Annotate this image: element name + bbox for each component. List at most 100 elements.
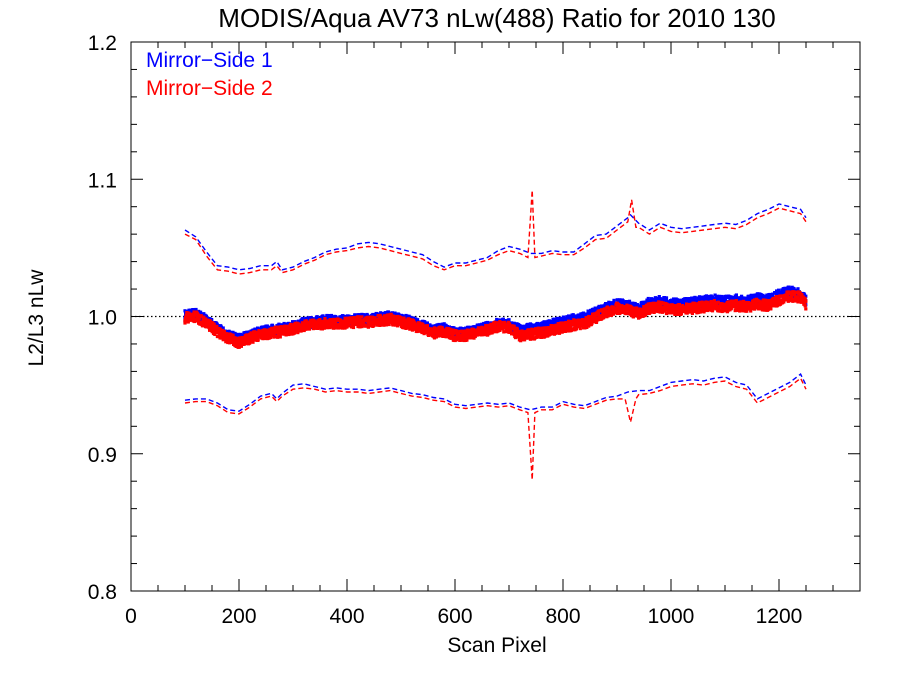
- mirror-side-2-data-point: [314, 323, 319, 327]
- mirror-side-1-data-point: [416, 318, 420, 322]
- mirror-side-2-data-point: [311, 318, 315, 322]
- mirror-side-1-data-point: [432, 324, 436, 328]
- mirror-side-1-data-point: [296, 319, 300, 323]
- mirror-side-2-data-point: [215, 324, 219, 328]
- mirror-side-2-data-point: [217, 331, 221, 335]
- mirror-side-2-data-point: [375, 317, 380, 321]
- mirror-side-2-data-point: [502, 320, 507, 324]
- mirror-side-2-data-point: [230, 337, 234, 341]
- mirror-side-2-data-point: [480, 333, 484, 337]
- mirror-side-1-data-point: [199, 310, 203, 314]
- mirror-side-2-data-point: [589, 318, 593, 322]
- mirror-side-2-data-point: [355, 319, 359, 323]
- mirror-side-2-data-point: [408, 327, 412, 331]
- mirror-side-2-data-point: [343, 323, 347, 327]
- mirror-side-2-data-point: [197, 314, 201, 318]
- mirror-side-2-data-point: [372, 324, 376, 328]
- mirror-side-2-data-point: [559, 321, 564, 325]
- mirror-side-2-data-point: [512, 324, 516, 328]
- mirror-side-1-data-point: [787, 285, 791, 289]
- mirror-side-2-data-point: [341, 320, 345, 324]
- mirror-side-2-data-point: [543, 326, 547, 330]
- mirror-side-2-data-point: [615, 311, 619, 315]
- mirror-side-2-data-point: [184, 319, 188, 323]
- mirror-side-2-data-point: [231, 333, 235, 337]
- mirror-side-2-data-point: [554, 331, 558, 335]
- mirror-side-2-data-point: [284, 333, 288, 337]
- mirror-side-2-data-point: [578, 327, 582, 331]
- mirror-side-2-data-point: [239, 344, 243, 348]
- mirror-side-2-data-point: [376, 314, 380, 318]
- mirror-side-2-data-point: [368, 315, 372, 319]
- mirror-side-2-data-point: [466, 335, 470, 340]
- mirror-side-1-data-point: [716, 294, 720, 298]
- mirror-side-1-data-point: [718, 294, 722, 298]
- mirror-side-2-data-point: [303, 321, 307, 325]
- mirror-side-2-data-point: [257, 329, 261, 333]
- mirror-side-2-data-point: [456, 331, 461, 335]
- mirror-side-1-data-point: [731, 296, 735, 300]
- mirror-side-2-data-point: [356, 322, 360, 327]
- mirror-side-1-data-point: [379, 311, 383, 315]
- mirror-side-2-data-point: [202, 322, 206, 326]
- mirror-side-2-data-point: [516, 333, 520, 337]
- mirror-side-1-data-point: [658, 297, 662, 301]
- mirror-side-2-data-point: [535, 335, 540, 339]
- mirror-side-1-data-point: [590, 310, 594, 314]
- mirror-side-1-data-point: [654, 296, 658, 300]
- mirror-side-2-data-point: [484, 331, 488, 335]
- mirror-side-2-data-point: [638, 307, 642, 311]
- mirror-side-1-data-point: [265, 324, 269, 328]
- mirror-side-1-data-point: [724, 294, 728, 298]
- mirror-side-2-data-point: [451, 335, 455, 339]
- mirror-side-2-data-point: [199, 314, 203, 318]
- mirror-side-2-data-point: [191, 316, 195, 320]
- mirror-side-2-data-point: [256, 338, 260, 342]
- mirror-side-2-data-point: [602, 314, 606, 318]
- mirror-side-2-data-point: [226, 334, 230, 338]
- mirror-side-2-data-point: [290, 324, 294, 328]
- mirror-side-1-data-point: [507, 318, 511, 322]
- mirror-side-1-data-point: [761, 293, 765, 297]
- mirror-side-2-data-point: [436, 328, 440, 332]
- mirror-side-2-data-point: [403, 319, 407, 323]
- mirror-side-2-data-point: [605, 305, 610, 309]
- mirror-side-2-data-point: [367, 319, 371, 323]
- mirror-side-2-data-point: [583, 322, 588, 326]
- mirror-side-1-data-point: [356, 313, 360, 317]
- mirror-side-2-data-point: [590, 322, 594, 326]
- mirror-side-2-data-point: [436, 334, 440, 338]
- mirror-side-2-data-point: [462, 332, 466, 336]
- mirror-side-1-data-point: [675, 298, 680, 302]
- mirror-side-2-data-point: [282, 332, 286, 336]
- series-layer: [131, 190, 860, 480]
- mirror-side-1-data-point: [518, 324, 522, 328]
- chart-title: MODIS/Aqua AV73 nLw(488) Ratio for 2010 …: [218, 3, 775, 33]
- mirror-side-2-data-point: [278, 335, 282, 339]
- mirror-side-1-data-point: [670, 300, 674, 304]
- mirror-side-1-data-point: [194, 307, 198, 312]
- mirror-side-2-data-point: [425, 324, 429, 328]
- mirror-side-2-data-point: [421, 322, 425, 326]
- mirror-side-2-data-point: [521, 330, 525, 334]
- mirror-side-1-data-point: [233, 332, 238, 336]
- mirror-side-2-data-point: [400, 322, 404, 326]
- mirror-side-1-data-point: [713, 293, 717, 297]
- mirror-side-2-data-point: [310, 322, 314, 326]
- mirror-side-2-data-point: [531, 334, 535, 338]
- mirror-side-2-data-point: [250, 335, 254, 340]
- mirror-side-2-data-point: [235, 341, 240, 345]
- mirror-side-1-data-point: [765, 293, 769, 297]
- mirror-side-2-data-point: [202, 315, 206, 319]
- mirror-side-1-data-point: [375, 312, 379, 316]
- mirror-side-1-data-point: [217, 324, 221, 328]
- mirror-side-2-data-point: [485, 326, 489, 330]
- mirror-side-1-data-point: [693, 295, 697, 299]
- mirror-side-2-data-point: [275, 331, 279, 335]
- mirror-side-2-data-point: [402, 316, 406, 320]
- mirror-side-2-data-point: [204, 317, 208, 321]
- mirror-side-1-data-point: [720, 294, 724, 299]
- mirror-side-2-data-point: [502, 330, 506, 334]
- mirror-side-1-data-point: [371, 312, 375, 317]
